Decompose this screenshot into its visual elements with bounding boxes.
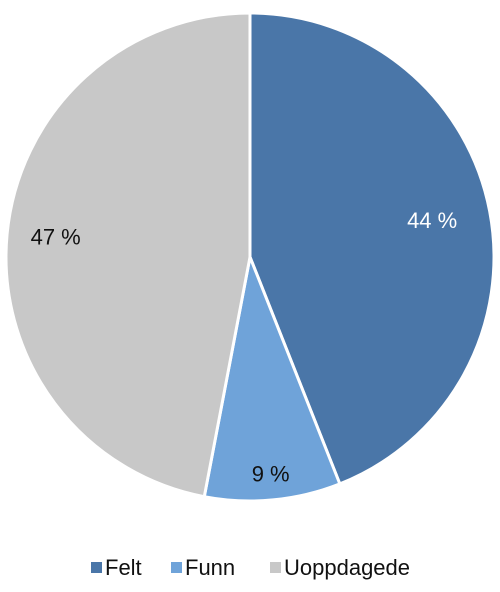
legend-label: Funn [185, 555, 235, 580]
data-label: 44 % [407, 208, 457, 233]
legend-swatch [91, 562, 102, 573]
data-label: 47 % [31, 224, 81, 249]
legend-label: Felt [105, 555, 142, 580]
legend-swatch [270, 562, 281, 573]
data-label: 9 % [252, 461, 290, 486]
pie-slice [202, 251, 342, 503]
pie-slice [4, 11, 252, 499]
legend-swatch [171, 562, 182, 573]
legend-label: Uoppdagede [284, 555, 410, 580]
pie-slice [248, 11, 496, 486]
